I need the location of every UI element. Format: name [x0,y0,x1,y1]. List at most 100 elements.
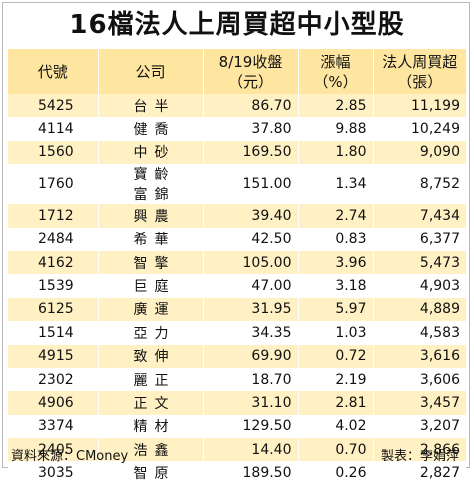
cell-change: 2.19 [297,367,373,392]
cell-change: 1.34 [297,164,373,205]
cell-code: 4162 [8,250,98,275]
cell-code: 2405 [8,438,98,462]
cell-buy: 8,752 [372,164,466,205]
column-header-close-line1: 8/19收盤 [218,52,283,71]
cell-change: 0.72 [297,344,373,368]
cell-buy: 3,457 [372,391,466,415]
cell-buy: 3,207 [372,414,466,439]
cell-buy: 3,616 [372,344,466,368]
cell-close: 105.00 [202,250,298,275]
table-row: 6125 廣運 31.95 5.97 4,889 [8,297,466,322]
cell-close: 47.00 [202,274,298,298]
cell-close: 18.70 [202,367,298,392]
cell-change: 2.74 [297,204,373,228]
cell-company: 麗正 [97,367,203,392]
cell-company: 中砂 [97,140,203,165]
cell-close: 169.50 [202,140,298,165]
cell-buy: 7,434 [372,204,466,228]
table-row: 2405 浩鑫 14.40 0.70 2,866 [8,438,466,462]
cell-close: 39.40 [202,204,298,228]
table-row: 1539 巨庭 47.00 3.18 4,903 [8,274,466,298]
cell-change: 3.18 [297,274,373,298]
cell-company: 希華 [97,227,203,251]
cell-company: 亞力 [97,321,203,345]
column-header-buy-line1: 法人周買超 [382,52,458,71]
cell-code: 4915 [8,344,98,368]
cell-change: 4.02 [297,414,373,439]
cell-close: 31.10 [202,391,298,415]
cell-company: 台半 [97,94,203,118]
cell-close: 31.95 [202,297,298,322]
cell-code: 1514 [8,321,98,345]
table-row: 4915 致伸 69.90 0.72 3,616 [8,344,466,368]
cell-company: 寶齡富錦 [97,164,203,205]
cell-code: 1760 [8,164,98,205]
column-header-code: 代號 [8,49,98,94]
cell-company: 廣運 [97,297,203,322]
cell-change: 3.96 [297,250,373,275]
cell-code: 5425 [8,94,98,118]
table-row: 2302 麗正 18.70 2.19 3,606 [8,367,466,392]
cell-close: 69.90 [202,344,298,368]
cell-buy: 9,090 [372,140,466,165]
cell-buy: 5,473 [372,250,466,275]
cell-close: 14.40 [202,438,298,462]
table-header-row: 代號 公司 8/19收盤 （元） 漲幅 （%） 法人周買超 （張） [8,49,466,94]
table-row: 4162 智擎 105.00 3.96 5,473 [8,250,466,275]
cell-close: 34.35 [202,321,298,345]
cell-buy: 11,199 [372,94,466,118]
column-header-buy: 法人周買超 （張） [372,49,466,94]
cell-buy: 6,377 [372,227,466,251]
cell-company: 浩鑫 [97,438,203,462]
column-header-close: 8/19收盤 （元） [202,49,298,94]
column-header-change-line1: 漲幅 [320,52,351,71]
cell-company: 正文 [97,391,203,415]
table-row: 1560 中砂 169.50 1.80 9,090 [8,140,466,165]
cell-change: 1.03 [297,321,373,345]
cell-code: 2302 [8,367,98,392]
cell-code: 1712 [8,204,98,228]
cell-buy: 2,866 [372,438,466,462]
cell-code: 6125 [8,297,98,322]
column-header-change-line2: （%） [313,72,358,91]
cell-change: 1.80 [297,140,373,165]
column-header-buy-line2: （張） [397,72,443,91]
table-row: 3374 精材 129.50 4.02 3,207 [8,414,466,439]
cell-buy: 4,889 [372,297,466,322]
table-row: 2484 希華 42.50 0.83 6,377 [8,227,466,251]
cell-code: 4906 [8,391,98,415]
cell-change: 2.81 [297,391,373,415]
cell-change: 5.97 [297,297,373,322]
table-row: 1712 興農 39.40 2.74 7,434 [8,204,466,228]
cell-company: 精材 [97,414,203,439]
page-title: 16檔法人上周買超中小型股 [69,10,405,40]
source-note: 資料來源：CMoney [11,449,129,464]
cell-buy: 4,903 [372,274,466,298]
cell-code: 1560 [8,140,98,165]
cell-change: 2.85 [297,94,373,118]
stock-table: 代號 公司 8/19收盤 （元） 漲幅 （%） 法人周買超 （張） 5425 台半… [8,49,466,485]
cell-code: 2484 [8,227,98,251]
cell-change: 0.70 [297,438,373,462]
cell-company: 巨庭 [97,274,203,298]
column-header-change: 漲幅 （%） [297,49,373,94]
table-body: 5425 台半 86.70 2.85 11,199 4114 健喬 37.80 9.88 10,2… [8,94,466,485]
cell-close: 129.50 [202,414,298,439]
table-row: 1514 亞力 34.35 1.03 4,583 [8,321,466,345]
cell-company: 健喬 [97,117,203,141]
cell-code: 3374 [8,414,98,439]
footer: 資料來源：CMoney 製表：李娟萍 [3,441,471,467]
column-header-company: 公司 [97,49,203,94]
cell-buy: 10,249 [372,117,466,141]
table-row: 4114 健喬 37.80 9.88 10,249 [8,117,466,141]
cell-company: 興農 [97,204,203,228]
cell-close: 37.80 [202,117,298,141]
table-row: 4906 正文 31.10 2.81 3,457 [8,391,466,415]
cell-close: 86.70 [202,94,298,118]
cell-close: 151.00 [202,164,298,205]
author-note: 製表：李娟萍 [380,449,459,464]
cell-change: 9.88 [297,117,373,141]
cell-change: 0.83 [297,227,373,251]
table-row: 5425 台半 86.70 2.85 11,199 [8,94,466,118]
